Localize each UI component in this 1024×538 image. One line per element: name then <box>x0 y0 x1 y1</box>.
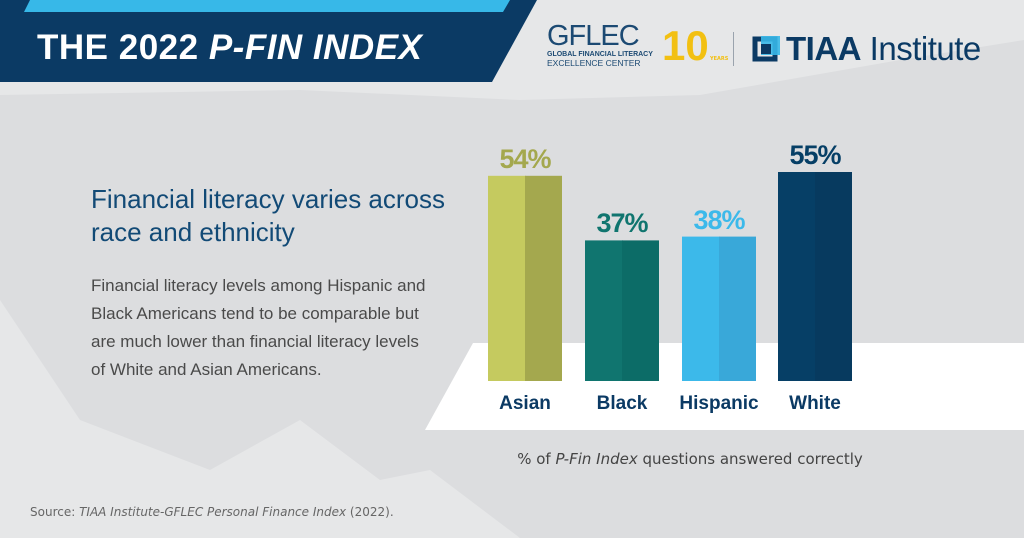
bar-white <box>778 172 852 381</box>
logo-divider <box>733 32 734 66</box>
bar-asian <box>488 175 562 381</box>
category-label: Asian <box>499 393 551 414</box>
bar-shade <box>525 175 562 381</box>
data-label: 54% <box>499 143 551 174</box>
page-title: THE 2022 P-FIN INDEX <box>37 28 423 67</box>
years-label: YEARS <box>710 56 729 62</box>
bar-shade <box>622 240 659 381</box>
section-heading: Financial literacy varies across race an… <box>91 184 446 247</box>
gflec-logo: GFLEC GLOBAL FINANCIAL LITERACY EXCELLEN… <box>547 20 653 68</box>
bar-face <box>585 240 623 381</box>
bar-face <box>682 236 720 381</box>
bar-face <box>778 172 816 381</box>
tiaa-institute-logo: TIAA Institute <box>752 30 981 68</box>
bar-black <box>585 240 659 381</box>
bar-hispanic <box>682 236 756 381</box>
category-label: Black <box>596 393 648 414</box>
category-label: Hispanic <box>679 393 759 414</box>
data-label: 37% <box>596 208 648 239</box>
tiaa-logo-icon <box>752 36 780 62</box>
bar-shade <box>815 172 852 381</box>
bar-face <box>488 175 526 381</box>
header-banner <box>0 0 537 82</box>
anniversary-mark: 10 <box>662 22 709 69</box>
category-label: White <box>789 393 841 414</box>
bar-shade <box>719 236 756 381</box>
section-body: Financial literacy levels among Hispanic… <box>91 276 426 379</box>
chart-platform <box>425 343 1024 430</box>
source-note: Source: TIAA Institute-GFLEC Personal Fi… <box>30 505 394 519</box>
x-axis-caption: % of P-Fin Index questions answered corr… <box>517 450 863 468</box>
data-label: 55% <box>789 140 841 170</box>
data-label: 38% <box>693 204 745 235</box>
